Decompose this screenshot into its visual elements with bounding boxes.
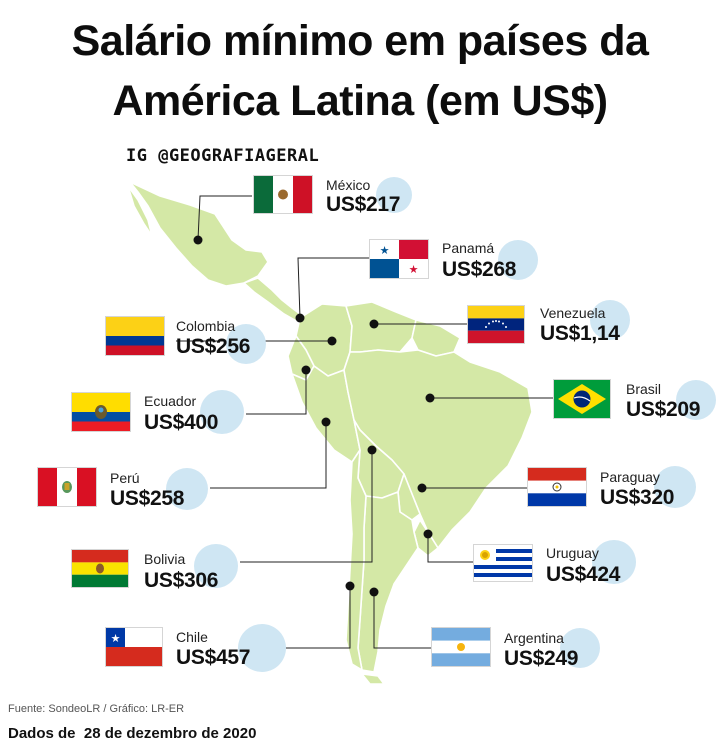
connector-uruguay [427,534,474,563]
colombia-flag [106,317,164,355]
connector-dots [193,235,435,597]
country-value-uruguay: US$424 [546,563,621,586]
country-name-ecuador: Ecuador [144,393,197,409]
country-value-brasil: US$209 [626,398,701,421]
bubble-chile [238,624,286,672]
connector-argentina [373,592,432,649]
paraguay-flag [528,468,586,506]
tierra-del-fuego-shape [361,673,385,685]
argentina-flag [432,628,490,666]
svg-text:★: ★ [409,263,419,276]
dot-bolivia [367,445,377,455]
brasil-flag [554,380,610,418]
dot-paraguay [417,483,427,493]
country-value-mexico: US$217 [326,193,401,216]
country-value-venezuela: US$1,14 [540,322,620,345]
country-name-bolivia: Bolivia [144,551,186,567]
connector-chile [284,586,351,649]
country-name-brasil: Brasil [626,381,662,397]
venezuela-shape [345,301,417,353]
bubble-panama [498,240,538,280]
dot-uruguay [423,529,433,539]
country-name-uruguay: Uruguay [546,545,599,561]
ecuador-flag [72,393,130,431]
dot-brazil [425,393,435,403]
venezuela-flag [468,306,524,343]
dot-panama [295,313,305,323]
connector-mexico [197,195,252,241]
country-value-argentina: US$249 [504,647,579,670]
bolivia-flag [72,550,128,587]
connector-lines [176,195,554,649]
dot-argentina [369,587,379,597]
title-line-1: Salário mínimo em países da [71,17,649,65]
country-name-argentina: Argentina [504,630,564,646]
data-date: Dados de 28 de dezembro de 2020 [8,725,257,742]
peru-flag [38,468,96,506]
connector-ecuador [246,370,307,415]
bubble-peru [166,468,208,510]
title-line-2: América Latina (em US$) [112,77,608,125]
bubble-brasil [676,380,716,420]
mexico-flag [254,176,312,213]
country-name-chile: Chile [176,629,208,645]
country-value-peru: US$258 [110,487,185,510]
country-name-venezuela: Venezuela [540,305,606,321]
dot-colombia [327,336,337,346]
connector-bolivia [240,450,373,563]
country-value-colombia: US$256 [176,335,251,358]
mexico-shape [129,181,269,287]
country-name-panama: Panamá [442,240,495,256]
country-value-panama: US$268 [442,258,517,281]
country-value-chile: US$457 [176,646,251,669]
panama-flag: ★ ★ [370,240,428,278]
country-name-colombia: Colombia [176,318,236,334]
source-credit: Fuente: SondeoLR / Gráfico: LR-ER [8,703,185,715]
bubble-bolivia [194,544,238,588]
dot-chile [345,581,355,591]
dot-mexico [193,235,203,245]
country-name-paraguay: Paraguay [600,469,660,485]
svg-text:★: ★ [380,244,390,257]
bubble-colombia [226,324,266,364]
chile-flag: ★ [106,628,162,666]
connector-peru [210,422,327,489]
connector-panama [297,257,370,319]
country-name-mexico: México [326,177,371,193]
bubble-mexico [376,177,412,213]
country-value-ecuador: US$400 [144,411,219,434]
baja-shape [127,185,153,237]
country-value-paraguay: US$320 [600,486,675,509]
dot-ecuador [301,365,311,375]
chile-shape [345,449,367,671]
svg-text:★: ★ [111,632,121,645]
bubble-uruguay [592,540,636,584]
country-value-bolivia: US$306 [144,569,219,592]
argentina-shape [357,491,419,673]
dot-peru [321,417,331,427]
bubble-paraguay [654,466,696,508]
instagram-handle: IG @GEOGRAFIAGERAL [126,146,320,166]
uruguay-flag [474,545,532,581]
dot-venezuela [369,319,379,329]
bubble-ecuador [200,390,244,434]
bubble-argentina [560,628,600,668]
country-name-peru: Perú [110,470,140,486]
bubble-venezuela [590,300,630,340]
